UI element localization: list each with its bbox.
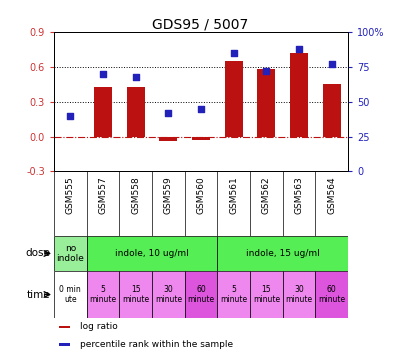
Bar	[290, 53, 308, 137]
Bar	[257, 69, 275, 137]
Bar	[94, 87, 112, 137]
Text: GSM561: GSM561	[229, 176, 238, 214]
Bar	[217, 236, 348, 271]
Text: indole, 15 ug/ml: indole, 15 ug/ml	[246, 249, 320, 258]
Bar	[283, 271, 315, 318]
Bar	[185, 271, 217, 318]
Text: 5
minute: 5 minute	[220, 285, 247, 304]
Bar	[152, 271, 185, 318]
Point	[263, 68, 270, 74]
Bar	[225, 61, 243, 137]
Text: 5
minute: 5 minute	[90, 285, 116, 304]
Point	[230, 50, 237, 56]
Text: 60
minute: 60 minute	[318, 285, 345, 304]
Text: indole, 10 ug/ml: indole, 10 ug/ml	[115, 249, 189, 258]
Text: GSM564: GSM564	[327, 176, 336, 214]
Text: 30
minute: 30 minute	[155, 285, 182, 304]
Text: 60
minute: 60 minute	[188, 285, 214, 304]
Text: percentile rank within the sample: percentile rank within the sample	[80, 340, 233, 349]
Text: GSM555: GSM555	[66, 176, 75, 214]
Text: 15
minute: 15 minute	[253, 285, 280, 304]
Point	[132, 74, 139, 80]
Text: GSM558: GSM558	[131, 176, 140, 214]
Text: GSM557: GSM557	[98, 176, 108, 214]
Bar	[87, 236, 217, 271]
Bar	[54, 271, 87, 318]
Point	[296, 46, 302, 52]
Bar	[54, 236, 87, 271]
Point	[198, 106, 204, 111]
Text: GDS95 / 5007: GDS95 / 5007	[152, 18, 248, 32]
Bar	[192, 137, 210, 140]
Bar	[127, 87, 145, 137]
Bar	[159, 137, 177, 141]
Bar	[59, 326, 70, 328]
Text: 30
minute: 30 minute	[286, 285, 312, 304]
Bar	[323, 84, 341, 137]
Text: 15
minute: 15 minute	[122, 285, 149, 304]
Bar	[217, 271, 250, 318]
Point	[100, 71, 106, 77]
Text: 0 min
ute: 0 min ute	[60, 285, 81, 304]
Text: no
indole: no indole	[56, 244, 84, 263]
Text: GSM562: GSM562	[262, 176, 271, 214]
Point	[67, 113, 74, 119]
Text: dose: dose	[25, 248, 50, 258]
Bar	[59, 343, 70, 346]
Point	[328, 61, 335, 67]
Bar	[87, 271, 119, 318]
Bar	[315, 271, 348, 318]
Text: GSM563: GSM563	[294, 176, 304, 214]
Text: GSM559: GSM559	[164, 176, 173, 214]
Text: log ratio: log ratio	[80, 322, 118, 331]
Text: time: time	[26, 290, 50, 300]
Bar	[119, 271, 152, 318]
Text: GSM560: GSM560	[196, 176, 206, 214]
Point	[165, 110, 172, 116]
Bar	[250, 271, 283, 318]
